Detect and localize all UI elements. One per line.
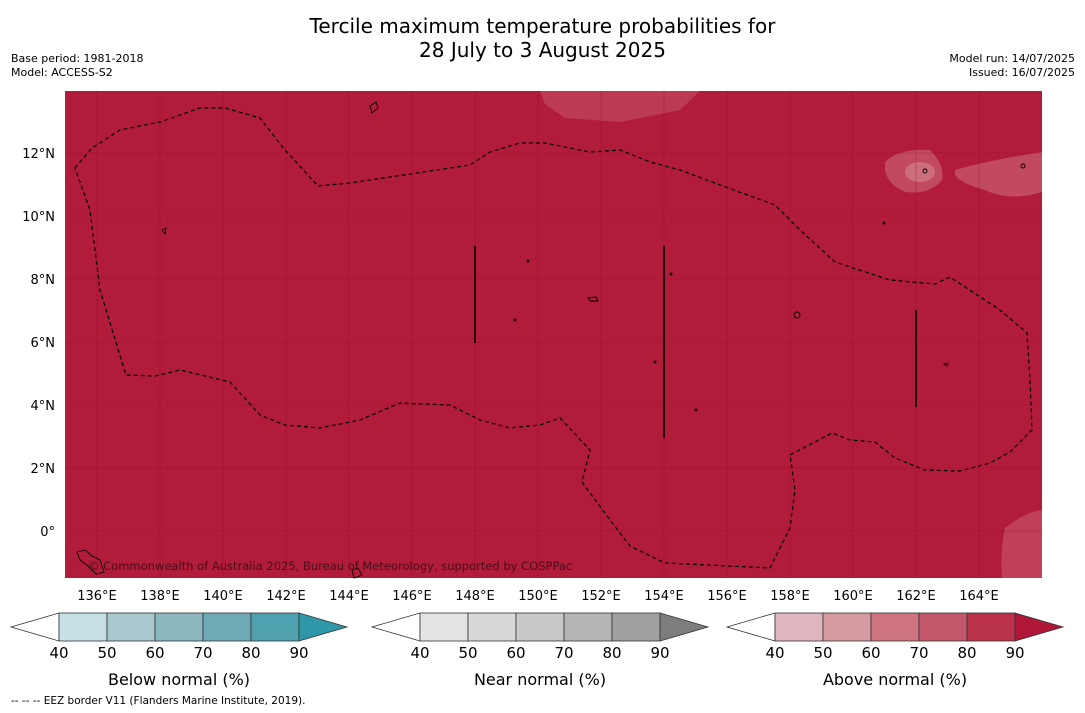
x-tick-label: 148°E bbox=[455, 589, 495, 604]
legend-swatch bbox=[659, 612, 710, 642]
legend-tick: 60 bbox=[145, 644, 164, 662]
y-axis-labels: 12°N 10°N 8°N 6°N 4°N 2°N 0° bbox=[22, 147, 55, 540]
map-area bbox=[65, 91, 1042, 578]
legend-below-normal bbox=[9, 612, 349, 642]
legend-near-normal bbox=[370, 612, 710, 642]
legend-swatch bbox=[918, 612, 968, 642]
lighter-patch-right-inner bbox=[905, 162, 935, 182]
legend-tick: 40 bbox=[49, 644, 68, 662]
legend-tick: 70 bbox=[554, 644, 573, 662]
issued-date: Issued: 16/07/2025 bbox=[968, 66, 1075, 79]
x-tick-label: 154°E bbox=[644, 589, 684, 604]
legend-title: Near normal (%) bbox=[474, 670, 606, 689]
lighter-patch-top bbox=[540, 91, 700, 122]
legend-tick: 70 bbox=[909, 644, 928, 662]
legend-swatch bbox=[563, 612, 613, 642]
legend-swatch bbox=[58, 612, 108, 642]
legend-tick: 50 bbox=[97, 644, 116, 662]
legend-tick: 40 bbox=[410, 644, 429, 662]
legend-tick: 70 bbox=[193, 644, 212, 662]
legend-swatch bbox=[467, 612, 517, 642]
map-title: Tercile maximum temperature probabilitie… bbox=[0, 14, 1085, 62]
x-tick-label: 156°E bbox=[707, 589, 747, 604]
legend-title: Above normal (%) bbox=[823, 670, 967, 689]
model-name: Model: ACCESS-S2 bbox=[11, 66, 113, 79]
border-segments bbox=[474, 246, 917, 438]
x-tick-label: 158°E bbox=[770, 589, 810, 604]
legend-above-ticks: 40 50 60 70 80 90 Above normal (%) bbox=[765, 644, 1024, 689]
y-tick-label: 2°N bbox=[31, 462, 56, 477]
x-tick-label: 162°E bbox=[896, 589, 936, 604]
legend-swatch bbox=[725, 612, 776, 642]
legend-swatch bbox=[611, 612, 661, 642]
y-tick-label: 8°N bbox=[31, 273, 56, 288]
legend-tick: 80 bbox=[957, 644, 976, 662]
base-period: Base period: 1981-2018 bbox=[11, 52, 144, 65]
legend-swatch bbox=[202, 612, 252, 642]
legend-tick: 90 bbox=[1005, 644, 1024, 662]
lighter-patch-far-right bbox=[955, 152, 1042, 197]
eez-border bbox=[74, 107, 1033, 569]
y-tick-label: 10°N bbox=[22, 210, 55, 225]
x-tick-label: 152°E bbox=[581, 589, 621, 604]
legend-swatch bbox=[1014, 612, 1065, 642]
copyright-text: © Commonwealth of Australia 2025, Bureau… bbox=[88, 559, 572, 573]
meta-left: Base period: 1981-2018 Model: ACCESS-S2 bbox=[11, 52, 143, 80]
legend-swatch bbox=[154, 612, 204, 642]
y-tick-label: 4°N bbox=[31, 399, 56, 414]
legend-swatch bbox=[106, 612, 156, 642]
y-tick-label: 0° bbox=[40, 525, 55, 540]
x-tick-label: 138°E bbox=[140, 589, 180, 604]
islands bbox=[76, 101, 1026, 579]
x-tick-label: 146°E bbox=[392, 589, 432, 604]
legend-swatch bbox=[870, 612, 920, 642]
title-line-2: 28 July to 3 August 2025 bbox=[419, 38, 666, 62]
legend-tick: 40 bbox=[765, 644, 784, 662]
legend-tick: 50 bbox=[458, 644, 477, 662]
legend-swatch bbox=[774, 612, 824, 642]
title-line-1: Tercile maximum temperature probabilitie… bbox=[309, 14, 776, 38]
legend-swatch bbox=[515, 612, 565, 642]
model-run: Model run: 14/07/2025 bbox=[949, 52, 1075, 65]
x-tick-label: 142°E bbox=[266, 589, 306, 604]
meta-right: Model run: 14/07/2025 Issued: 16/07/2025 bbox=[949, 52, 1075, 80]
legend-below-ticks: 40 50 60 70 80 90 Below normal (%) bbox=[49, 644, 308, 689]
legend-tick: 80 bbox=[241, 644, 260, 662]
legend-swatch bbox=[822, 612, 872, 642]
legend-swatch bbox=[9, 612, 60, 642]
x-tick-label: 160°E bbox=[833, 589, 873, 604]
x-tick-label: 136°E bbox=[77, 589, 117, 604]
grid-lines bbox=[65, 91, 1042, 578]
legend-tick: 60 bbox=[506, 644, 525, 662]
y-tick-label: 6°N bbox=[31, 336, 56, 351]
x-tick-label: 150°E bbox=[518, 589, 558, 604]
x-tick-label: 140°E bbox=[203, 589, 243, 604]
legend-swatch bbox=[250, 612, 300, 642]
legend-swatch bbox=[966, 612, 1016, 642]
legend-tick: 90 bbox=[650, 644, 669, 662]
legend-above-normal bbox=[725, 612, 1065, 642]
x-tick-label: 144°E bbox=[329, 589, 369, 604]
legend-tick: 60 bbox=[861, 644, 880, 662]
x-axis-labels: 136°E 138°E 140°E 142°E 144°E 146°E 148°… bbox=[77, 589, 999, 604]
eez-footnote: -- -- -- EEZ border V11 (Flanders Marine… bbox=[11, 695, 306, 707]
legend-swatch bbox=[370, 612, 421, 642]
legend-tick: 50 bbox=[813, 644, 832, 662]
y-tick-label: 12°N bbox=[22, 147, 55, 162]
x-tick-label: 164°E bbox=[959, 589, 999, 604]
legend-swatch bbox=[298, 612, 349, 642]
legend-near-ticks: 40 50 60 70 80 90 Near normal (%) bbox=[410, 644, 669, 689]
legend-swatch bbox=[419, 612, 469, 642]
lighter-patch-bottom-right bbox=[1001, 510, 1042, 578]
legend-tick: 90 bbox=[289, 644, 308, 662]
legend-title: Below normal (%) bbox=[108, 670, 250, 689]
legend-tick: 80 bbox=[602, 644, 621, 662]
